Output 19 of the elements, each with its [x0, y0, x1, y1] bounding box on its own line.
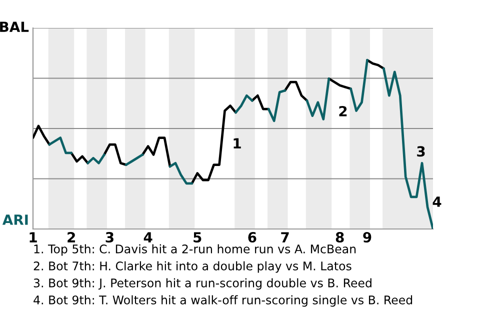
x-tick-label: 7: [281, 232, 289, 242]
text: 3. Bot 9th: J. Peterson hit a run-scoring double vs B. Reed: [34, 278, 372, 290]
text: ARI: [2, 214, 28, 225]
x-tick-label: 6: [248, 232, 256, 243]
x-tick-label: 1: [30, 232, 37, 242]
x-tick-label: 3: [106, 232, 114, 243]
annotation: 3: [417, 146, 425, 157]
annotation: 1: [234, 138, 241, 148]
annotation: 4: [432, 196, 442, 207]
text: 2. Bot 7th: H. Clarke hit into a double play vs M. Latos: [34, 261, 352, 273]
text: BAL: [0, 22, 29, 32]
x-tick-label: 8: [336, 232, 344, 243]
annotation: 2: [339, 106, 347, 116]
x-tick-label: 9: [363, 232, 372, 243]
text: 4. Bot 9th: T. Wolters hit a walk-off run-scoring single vs B. Reed: [34, 295, 412, 307]
text: 1. Top 5th: C. Davis hit a 2-run home run vs A. McBean: [34, 244, 356, 256]
x-tick-label: 4: [144, 232, 152, 242]
x-tick-label: 5: [194, 232, 202, 243]
x-tick-label: 2: [68, 232, 75, 242]
